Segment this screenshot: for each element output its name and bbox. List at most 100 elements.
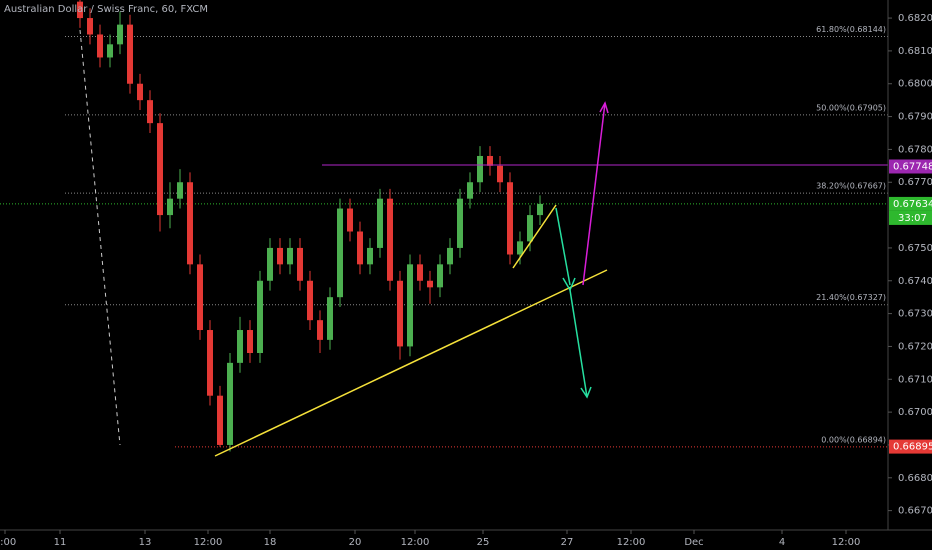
candle-body: [257, 280, 263, 354]
candle-body: [487, 155, 493, 166]
fib-label: 38.20%(0.67667): [816, 182, 886, 191]
dashed-trend: [79, 29, 121, 446]
price-marker-label: 0.67748: [893, 161, 932, 172]
candle-body: [437, 264, 443, 288]
arrow-head: [580, 386, 592, 399]
small-trendline: [512, 204, 557, 269]
candle-body: [537, 203, 543, 216]
fib-label: 50.00%(0.67905): [816, 103, 886, 112]
candle-body: [397, 280, 403, 347]
candle-body: [177, 182, 183, 199]
candle-body: [227, 362, 233, 445]
candle-body: [117, 24, 123, 45]
x-tick-label: 12:00: [832, 537, 861, 548]
candle-body: [517, 241, 523, 255]
candle-body: [167, 198, 173, 216]
x-tick-label: 4: [779, 537, 785, 548]
countdown-box: [889, 210, 932, 225]
candle-body: [387, 198, 393, 281]
x-tick-label: 18: [264, 537, 277, 548]
fib-label: 21.40%(0.67327): [816, 293, 886, 302]
candle-body: [527, 215, 533, 242]
candle-body: [107, 44, 113, 58]
x-tick-label: 11: [54, 537, 67, 548]
candle-body: [367, 247, 373, 265]
candle-body: [337, 208, 343, 298]
x-tick-label: 13: [139, 537, 152, 548]
support-trendline: [214, 269, 608, 457]
candle-body: [197, 264, 203, 331]
drawings: [79, 29, 888, 457]
x-tick-label: 12:00: [617, 537, 646, 548]
x-tick-label: 8:00: [0, 537, 16, 548]
arrow-down-1: [555, 207, 571, 286]
price-marker: [889, 439, 932, 454]
x-tick-label: 25: [477, 537, 490, 548]
candle-body: [247, 330, 253, 354]
candle-body: [157, 123, 163, 216]
candle-body: [297, 247, 303, 281]
candle-body: [267, 247, 273, 281]
candle-body: [347, 208, 353, 232]
candle-body: [97, 34, 103, 58]
candle-body: [357, 231, 363, 265]
fib-label: 0.00%(0.66894): [821, 435, 886, 444]
chart-title: Australian Dollar / Swiss Franc, 60, FXC…: [4, 4, 208, 15]
price-marker: [889, 196, 932, 211]
candle-body: [137, 83, 143, 101]
arrow-head: [599, 101, 609, 114]
candle-body: [457, 198, 463, 248]
candle-body: [447, 247, 453, 265]
y-tick-label: 0.66700: [898, 506, 932, 517]
candle-body: [307, 280, 313, 321]
price-marker: [889, 159, 932, 174]
candle-body: [427, 280, 433, 288]
candle-body: [287, 247, 293, 265]
candle-body: [467, 182, 473, 199]
candle-body: [497, 165, 503, 183]
arrow-head: [562, 277, 576, 292]
candle-body: [237, 330, 243, 363]
candle-body: [187, 182, 193, 265]
candle-body: [407, 264, 413, 347]
candles-layer: [77, 0, 543, 452]
candle-body: [327, 297, 333, 340]
x-tick-label: 12:00: [401, 537, 430, 548]
candle-body: [147, 100, 153, 124]
fib-label: 61.80%(0.68144): [816, 25, 886, 34]
candle-body: [477, 155, 483, 183]
candle-body: [87, 18, 93, 35]
x-tick-label: 27: [561, 537, 574, 548]
candle-body: [377, 198, 383, 248]
candle-body: [217, 395, 223, 445]
candle-body: [207, 330, 213, 396]
price-marker-label: 0.67634: [893, 199, 932, 210]
candle-body: [417, 264, 423, 281]
x-tick-label: Dec: [684, 537, 703, 548]
grid-layer: 61.80%(0.68144) 50.00%(0.67905) 38.20%(0.6…: [0, 25, 888, 448]
candle-body: [507, 182, 513, 255]
candle-body: [127, 24, 133, 84]
arrow-down-2: [569, 289, 588, 398]
candle-body: [317, 320, 323, 340]
price-marker-label: 0.66895: [893, 442, 932, 453]
candle-body: [277, 247, 283, 265]
candle-body: [77, 1, 83, 19]
x-tick-label: 20: [349, 537, 362, 548]
